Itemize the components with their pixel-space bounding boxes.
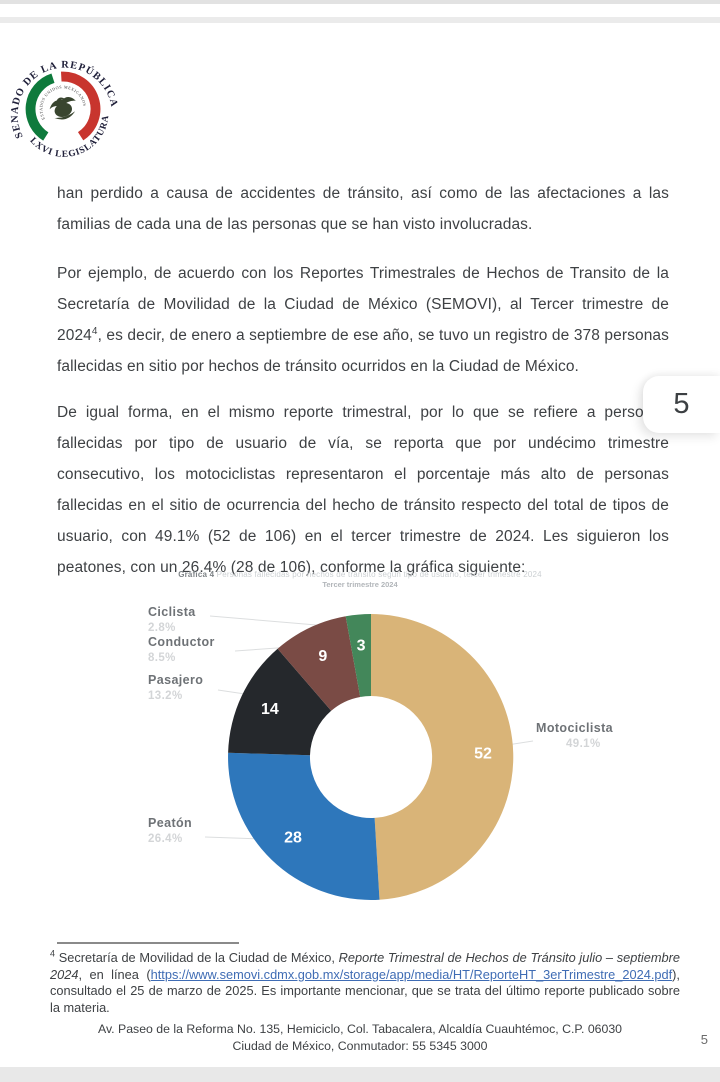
donut-segment-conductor — [277, 616, 361, 711]
paragraph-1: han perdido a causa de accidentes de trá… — [57, 185, 669, 233]
chart-label-peaton: Peatón — [148, 816, 193, 830]
footnote-reference: 4 — [91, 325, 98, 337]
eagle-emblem-icon — [49, 97, 76, 120]
chart-subtitle: Tercer trimestre 2024 — [322, 580, 398, 589]
seal-bottom-text: LXVI LEGISLATURA — [26, 111, 120, 168]
donut-value-label: 52 — [474, 746, 492, 763]
footer-page-number: 5 — [700, 1032, 708, 1047]
chart-title-rest: Personas fallecidas por hechos de tránsi… — [216, 570, 542, 579]
chart-pct-pasajero: 13.2% — [148, 690, 183, 702]
footer-address-line1: Av. Paseo de la Reforma No. 135, Hemicic… — [97, 1022, 623, 1036]
donut-chart: 52 28 14 9 3 — [204, 614, 534, 900]
paragraph-2-text: Por ejemplo, de acuerdo con los Reportes… — [57, 265, 669, 344]
paragraph-2-text-cont: , es decir, de enero a septiembre de ese… — [57, 327, 669, 375]
donut-value-label: 14 — [261, 701, 279, 718]
seal-green-arc — [25, 73, 55, 141]
donut-segment-peaton — [228, 752, 380, 900]
donut-segment-motociclista — [371, 614, 514, 900]
donut-value-label: 9 — [318, 648, 327, 665]
footnote-text-3: ), consultado el 25 de marzo de 2025. Es… — [50, 966, 680, 1015]
donut-value-label: 28 — [284, 829, 302, 846]
senate-seal-svg: SENADO DE LA REPÚBLICA LXVI LEGISLATURA … — [0, 45, 121, 171]
footnote-separator — [57, 942, 239, 944]
footnote: 4 Secretaría de Movilidad de la Ciudad d… — [50, 948, 680, 1016]
donut-segment-pasajero — [228, 648, 332, 756]
donut-segments: 52 28 14 9 3 — [228, 614, 514, 900]
page-number-overlay: 5 — [643, 376, 720, 433]
footnote-text-2: , en línea ( — [78, 966, 151, 982]
chart-title: Gráfica 4 Personas fallecidas por hechos… — [0, 570, 720, 579]
chart-pct-conductor: 8.5% — [148, 652, 176, 664]
chart-label-ciclista: Ciclista — [148, 605, 196, 619]
donut-segment-ciclista — [345, 614, 371, 697]
top-border-strip — [0, 0, 720, 4]
chart-pct-ciclista: 2.8% — [148, 622, 176, 634]
footnote-marker: 4 — [50, 948, 56, 959]
footnote-report-title: Reporte Trimestral de Hechos de Tránsito… — [50, 950, 680, 982]
footnote-text-1: Secretaría de Movilidad de la Ciudad de … — [55, 950, 339, 965]
chart-pct-motociclista: 49.1% — [566, 738, 601, 750]
chart-label-motociclista: Motociclista — [536, 721, 614, 735]
seal-red-arc — [60, 71, 101, 141]
top-viewer-strip — [0, 17, 720, 23]
chart-label-conductor: Conductor — [148, 635, 215, 649]
donut-value-label: 3 — [357, 637, 366, 654]
bottom-border-strip — [0, 1067, 720, 1082]
page-number-overlay-value: 5 — [673, 388, 690, 420]
page-footer: Av. Paseo de la Reforma No. 135, Hemicic… — [0, 1021, 720, 1055]
footer-address-line2: Ciudad de México, Conmutador: 55 5345 30… — [232, 1039, 488, 1053]
footnote-link[interactable]: https://www.semovi.cdmx.gob.mx/storage/a… — [150, 966, 673, 982]
chart-title-prefix: Gráfica 4 — [178, 570, 215, 579]
paragraph-2: Por ejemplo, de acuerdo con los Reportes… — [57, 258, 669, 382]
paragraph-3: De igual forma, en el mismo reporte trim… — [57, 404, 669, 576]
chart-label-pasajero: Pasajero — [148, 673, 204, 687]
chart-pct-peaton: 26.4% — [148, 833, 183, 845]
senate-seal-logo: SENADO DE LA REPÚBLICA LXVI LEGISLATURA … — [0, 45, 122, 171]
